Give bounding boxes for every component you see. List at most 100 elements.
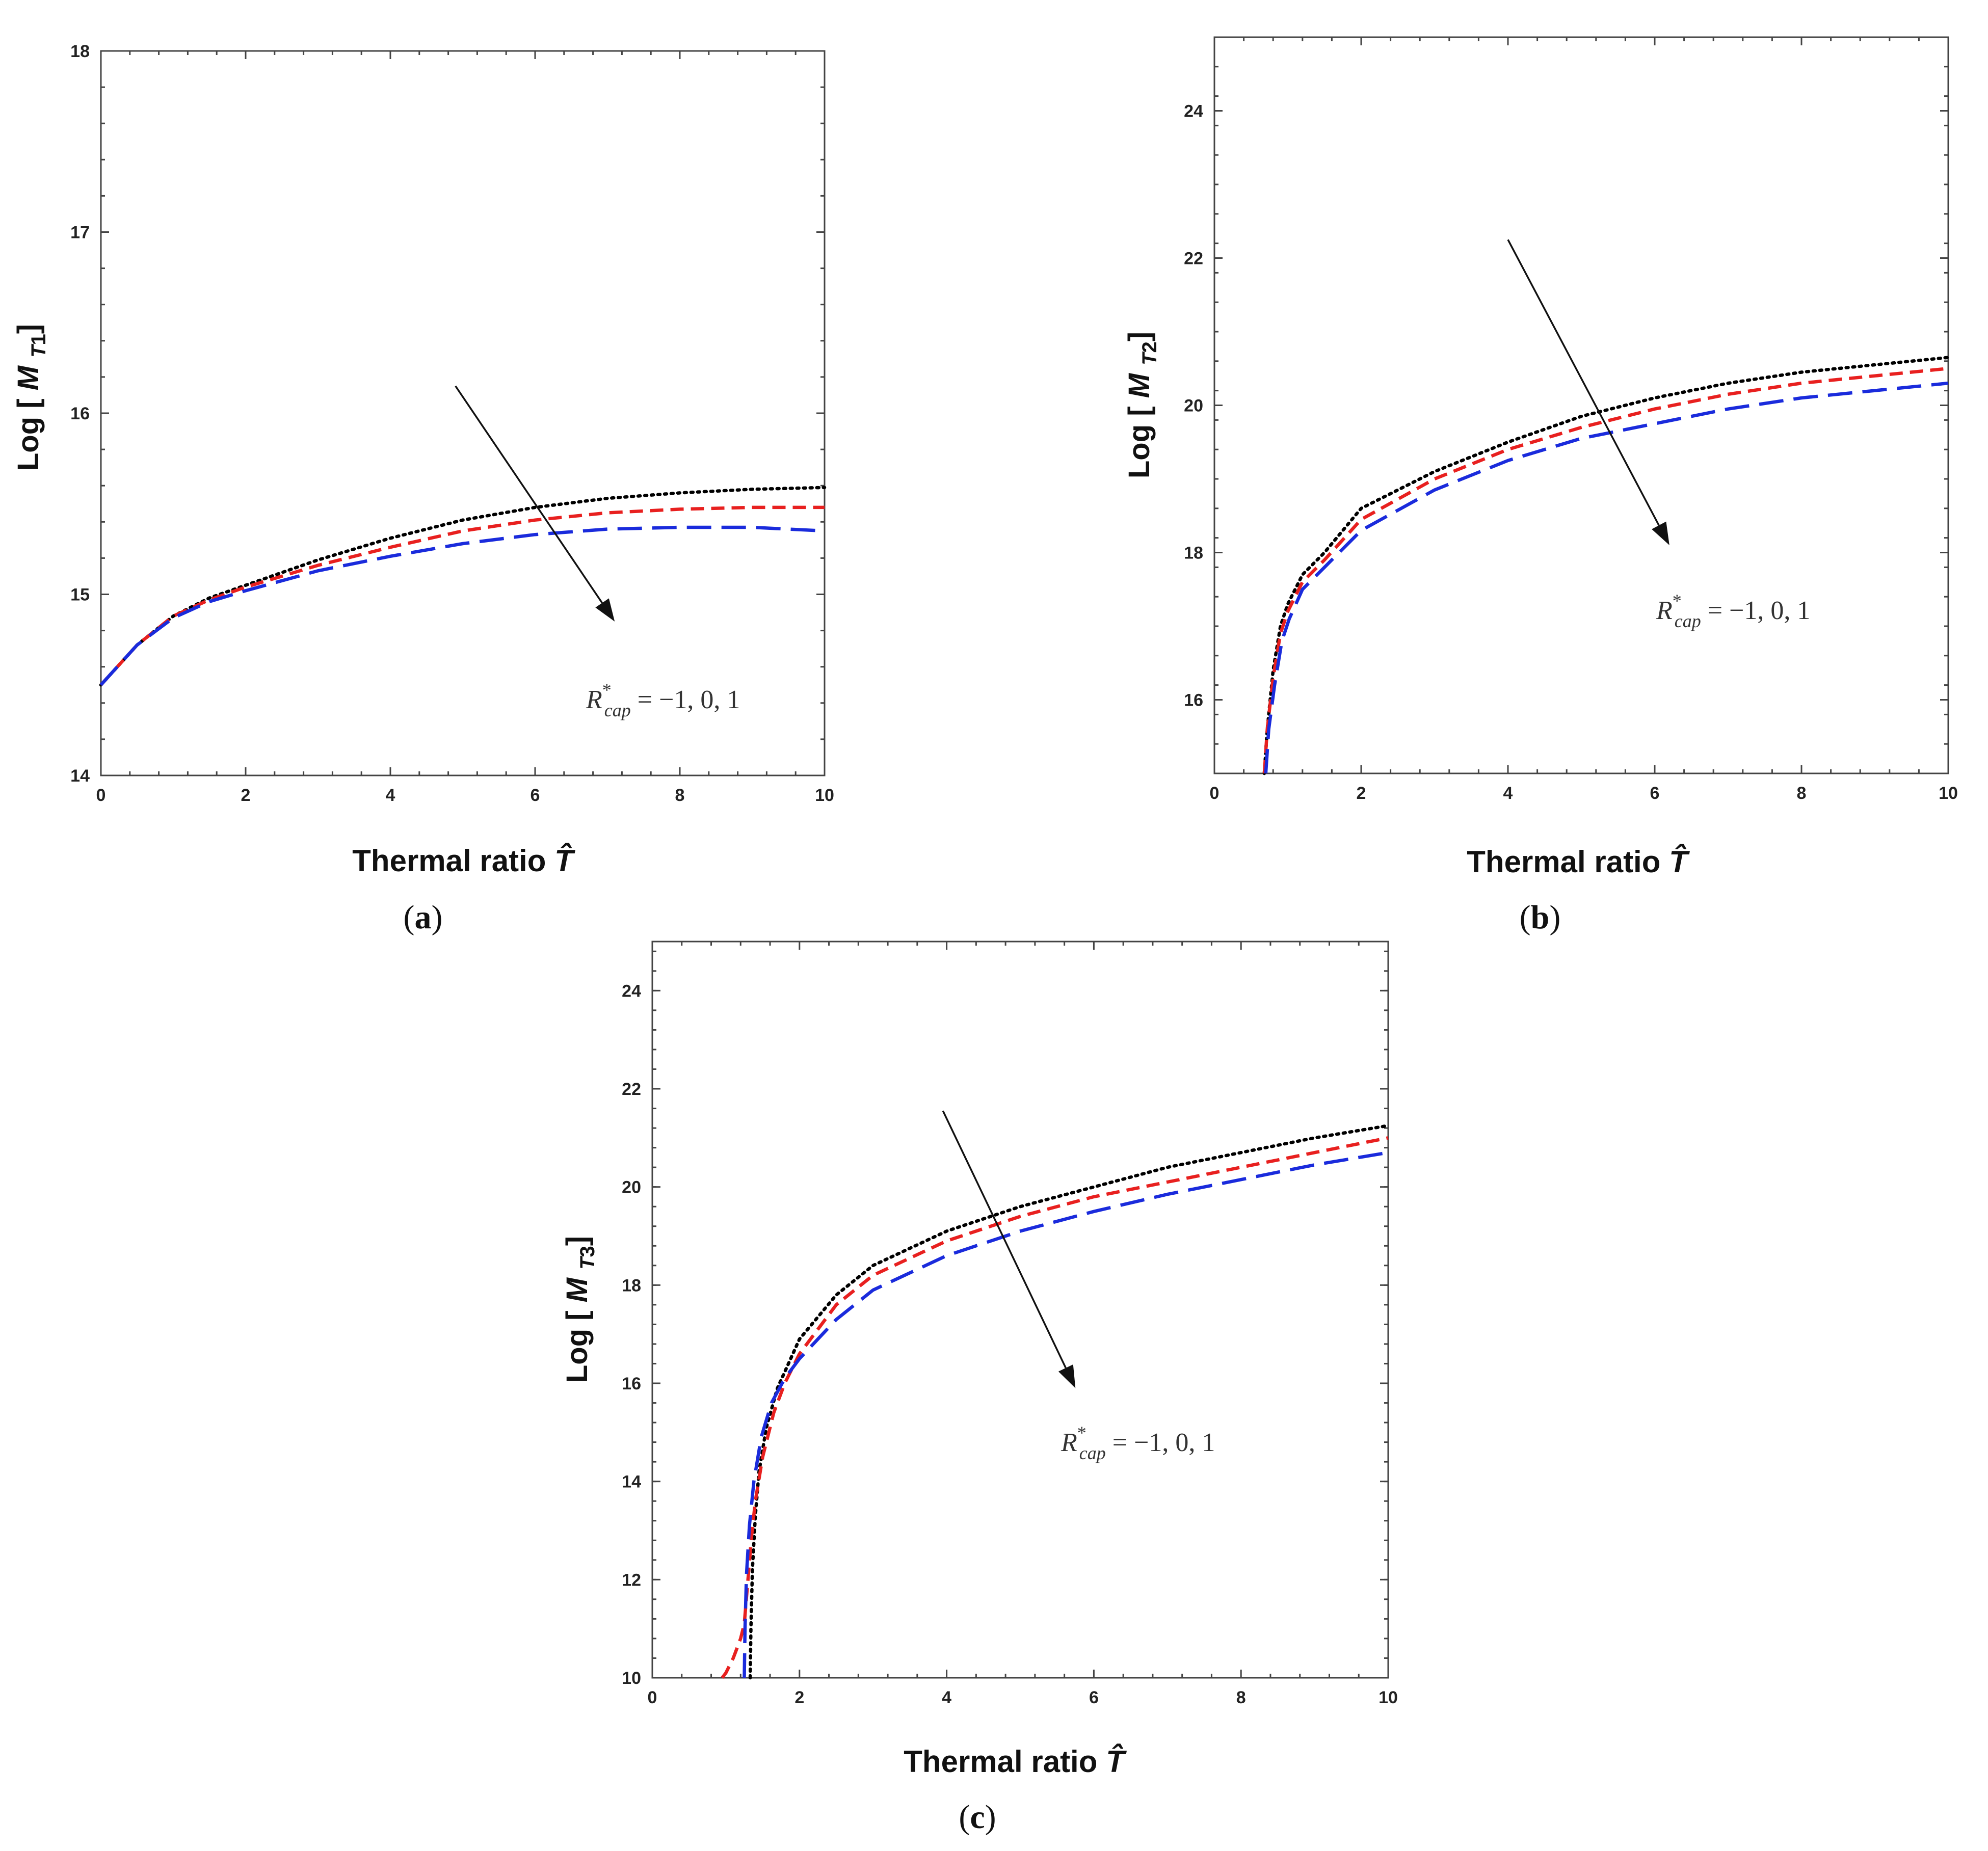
chart-panel-a: 0 2 4 6 8 10 14 15 16 17 18 R* cap = −1, 0, 1 Log [… [12,42,834,936]
y-tick-label: 17 [70,223,90,243]
ylabel-subscript-number: 3 [576,1246,599,1257]
arrow-shaft [1507,239,1660,526]
panel-paren-open: ( [404,899,415,936]
arrow-shaft [942,1110,1067,1369]
arrow-head [595,598,615,622]
series-line-1 [1262,356,1950,775]
x-tick-label: 4 [942,1688,951,1707]
x-tick-label: 10 [815,786,834,805]
series-layer-c [721,1124,1390,1680]
x-tick-label: 0 [1210,784,1220,803]
y-tick-label: 18 [70,42,90,61]
panel-label-c: (c) [959,1799,996,1836]
xlabel-text: Thermal ratio [904,1745,1106,1779]
y-tick-label: 22 [622,1080,641,1099]
annotation-subscript: cap [1079,1443,1106,1463]
panel-letter: a [415,899,432,936]
panel-label-a: (a) [404,899,443,936]
y-tick-label: 16 [1184,691,1203,710]
x-tick-label: 0 [96,786,106,805]
xlabel-text: Thermal ratio [1467,845,1669,879]
x-axis-title-b: Thermal ratio T̂ [1467,844,1690,879]
series-layer-a [99,486,827,687]
annotation-symbol: R [1061,1428,1077,1457]
trend-arrow-b [1507,239,1669,546]
x-tick-label: 4 [386,786,395,805]
series-line-3 [1264,381,1949,774]
ylabel-prefix: Log [ [1123,398,1156,478]
y-axis-title-a: Log [ M T1] [12,324,50,471]
annotation-symbol: R [1656,596,1673,625]
panel-paren-close: ) [985,1799,996,1836]
ylabel-suffix: ] [1123,332,1156,341]
panel-paren-close: ) [432,899,443,936]
y-tick-label: 10 [622,1669,641,1688]
ylabel-subscript-letter: T [1138,351,1161,365]
plot-frame-a [100,50,826,776]
series-line-3 [743,1150,1389,1678]
ylabel-subscript: T2 [1138,341,1161,365]
plot-frame-c [651,941,1389,1679]
x-tick-label: 6 [1650,784,1660,803]
x-tick-label: 8 [1797,784,1807,803]
y-tick-label: 16 [622,1374,641,1393]
y-tick-label: 14 [70,766,90,786]
xlabel-symbol: T̂ [1669,844,1690,879]
ylabel-subscript-number: 2 [1138,341,1161,353]
trend-arrow-a [455,385,615,622]
y-tick-label: 18 [1184,544,1203,563]
x-axis-title-c: Thermal ratio T̂ [904,1744,1127,1779]
series-line-2 [721,1136,1389,1679]
ylabel-symbol: M [1123,365,1156,398]
annotation-subscript: cap [604,700,631,720]
annotation-subscript: cap [1675,611,1701,631]
ylabel-subscript-number: 1 [28,334,50,345]
y-axis-title-b: Log [ M T2] [1123,332,1161,478]
annotation-a: R* cap = −1, 0, 1 [586,680,740,720]
ylabel-subscript-letter: T [576,1255,599,1270]
ylabel-subscript: T1 [28,334,50,358]
x-tick-label: 2 [1357,784,1366,803]
panel-paren-close: ) [1549,899,1560,936]
ylabel-subscript-letter: T [28,343,50,358]
annotation-superscript: * [602,680,612,700]
y-tick-label: 24 [1184,102,1203,121]
xlabel-symbol: T̂ [554,843,575,878]
annotation-superscript: * [1673,591,1682,611]
plot-frame-b [1213,36,1949,774]
x-tick-label: 10 [1939,784,1958,803]
panel-label-b: (b) [1520,899,1561,936]
ylabel-prefix: Log [ [12,390,45,471]
annotation-c: R* cap = −1, 0, 1 [1061,1423,1215,1463]
x-tick-label: 8 [1236,1688,1246,1707]
y-tick-label: 14 [622,1472,641,1492]
arrow-head [1058,1364,1076,1388]
annotation-values: = −1, 0, 1 [1106,1428,1215,1457]
series-line-1 [99,486,827,687]
y-tick-label: 20 [1184,396,1203,416]
arrow-head [1652,521,1669,546]
axis-ticks-a: 0 2 4 6 8 10 14 15 16 17 18 [70,42,834,805]
series-line-3 [99,525,825,686]
annotation-b: R* cap = −1, 0, 1 [1656,591,1810,631]
xlabel-text: Thermal ratio [352,844,554,878]
x-tick-label: 6 [531,786,540,805]
panel-paren-open: ( [1520,899,1531,936]
y-axis-title-c: Log [ M T3] [561,1236,599,1383]
annotation-superscript: * [1077,1423,1086,1443]
annotation-symbol: R [586,685,602,714]
xlabel-symbol: T̂ [1106,1744,1127,1779]
x-tick-label: 6 [1089,1688,1099,1707]
x-tick-label: 0 [648,1688,657,1707]
y-tick-label: 12 [622,1570,641,1590]
y-tick-label: 20 [622,1178,641,1197]
y-tick-label: 18 [622,1276,641,1295]
series-line-1 [748,1124,1390,1680]
ylabel-suffix: ] [561,1236,594,1246]
arrow-shaft [455,385,603,604]
x-tick-label: 2 [794,1688,804,1707]
